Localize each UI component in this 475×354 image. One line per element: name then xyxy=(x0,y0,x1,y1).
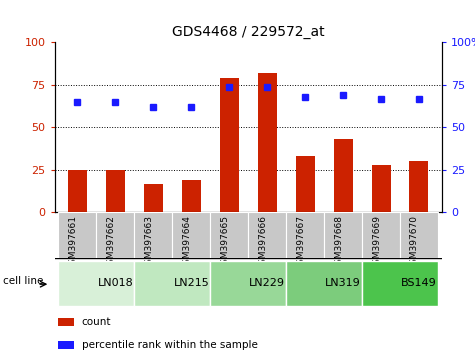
Bar xyxy=(134,261,210,306)
Bar xyxy=(333,139,352,212)
Text: LN215: LN215 xyxy=(173,278,209,288)
Bar xyxy=(58,261,134,306)
Bar xyxy=(295,156,314,212)
Text: cell line: cell line xyxy=(3,276,43,286)
Bar xyxy=(210,261,286,306)
Text: GSM397669: GSM397669 xyxy=(372,215,381,270)
Text: GSM397665: GSM397665 xyxy=(220,215,229,270)
Text: GSM397667: GSM397667 xyxy=(296,215,305,270)
Text: GSM397664: GSM397664 xyxy=(182,215,191,270)
Text: percentile rank within the sample: percentile rank within the sample xyxy=(82,340,257,350)
Text: GSM397661: GSM397661 xyxy=(68,215,77,270)
Title: GDS4468 / 229572_at: GDS4468 / 229572_at xyxy=(172,25,324,39)
Text: LN229: LN229 xyxy=(249,278,285,288)
Text: GSM397668: GSM397668 xyxy=(334,215,343,270)
Text: GSM397670: GSM397670 xyxy=(410,215,419,270)
Text: GSM397666: GSM397666 xyxy=(258,215,267,270)
Text: count: count xyxy=(82,317,111,327)
Bar xyxy=(220,78,239,212)
Text: LN319: LN319 xyxy=(325,278,361,288)
Text: BS149: BS149 xyxy=(401,278,437,288)
Bar xyxy=(134,212,172,258)
Text: GSM397662: GSM397662 xyxy=(106,215,115,270)
Bar xyxy=(106,170,125,212)
Bar xyxy=(144,183,163,212)
Bar xyxy=(172,212,210,258)
Bar xyxy=(324,212,362,258)
Bar xyxy=(96,212,134,258)
Bar xyxy=(362,261,438,306)
Text: GSM397663: GSM397663 xyxy=(144,215,153,270)
Bar xyxy=(257,73,276,212)
Bar xyxy=(371,165,390,212)
Bar xyxy=(286,261,362,306)
Bar xyxy=(58,318,74,326)
Bar xyxy=(210,212,248,258)
Bar xyxy=(409,161,428,212)
Bar xyxy=(68,170,87,212)
Bar xyxy=(286,212,324,258)
Bar xyxy=(400,212,438,258)
Bar xyxy=(58,212,96,258)
Bar xyxy=(58,341,74,349)
Bar xyxy=(362,212,400,258)
Bar xyxy=(248,212,286,258)
Text: LN018: LN018 xyxy=(97,278,133,288)
Bar xyxy=(182,180,201,212)
